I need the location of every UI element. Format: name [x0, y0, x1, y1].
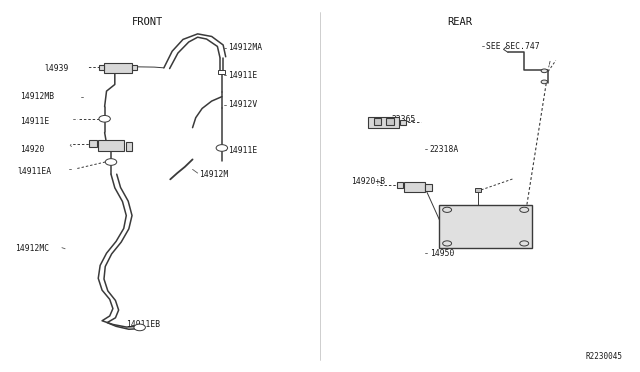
- Circle shape: [541, 69, 547, 73]
- Text: SEE SEC.747: SEE SEC.747: [486, 42, 540, 51]
- Text: FRONT: FRONT: [132, 17, 164, 27]
- Bar: [397, 182, 403, 188]
- Bar: [125, 142, 132, 151]
- Circle shape: [443, 241, 452, 246]
- Text: 22365: 22365: [392, 115, 416, 124]
- Circle shape: [520, 207, 529, 212]
- Text: 14911E: 14911E: [228, 71, 257, 80]
- Text: 14950: 14950: [429, 249, 454, 258]
- Bar: [218, 70, 225, 74]
- Text: 14912V: 14912V: [228, 100, 257, 109]
- Text: l4939: l4939: [45, 64, 69, 73]
- Bar: [374, 118, 381, 125]
- Bar: [104, 62, 132, 73]
- Bar: [425, 184, 431, 191]
- Circle shape: [520, 241, 529, 246]
- Text: 14912MB: 14912MB: [20, 92, 54, 101]
- Text: 22318A: 22318A: [429, 145, 459, 154]
- Text: l4911EA: l4911EA: [17, 167, 51, 176]
- Text: 14911E: 14911E: [228, 147, 257, 155]
- Bar: [369, 117, 399, 128]
- Text: 14912M: 14912M: [199, 170, 228, 179]
- Text: 14912MA: 14912MA: [228, 43, 262, 52]
- Text: 14920: 14920: [20, 145, 45, 154]
- Bar: [475, 188, 481, 192]
- Bar: [404, 182, 424, 192]
- Bar: [387, 118, 394, 125]
- Bar: [132, 65, 137, 70]
- Text: R2230045: R2230045: [586, 352, 623, 361]
- Text: 14912MC: 14912MC: [15, 244, 49, 253]
- Bar: [399, 120, 406, 125]
- Bar: [99, 140, 124, 151]
- Circle shape: [443, 207, 452, 212]
- Text: REAR: REAR: [448, 17, 473, 27]
- Text: 14920+B: 14920+B: [351, 177, 385, 186]
- Text: 14911E: 14911E: [20, 117, 50, 126]
- Bar: [90, 140, 97, 147]
- Circle shape: [541, 80, 547, 84]
- Text: 14911EB: 14911EB: [125, 320, 160, 329]
- Circle shape: [216, 145, 228, 151]
- Bar: [99, 65, 104, 70]
- Circle shape: [99, 115, 110, 122]
- Circle shape: [134, 324, 145, 331]
- Bar: [440, 205, 532, 248]
- Circle shape: [105, 159, 116, 165]
